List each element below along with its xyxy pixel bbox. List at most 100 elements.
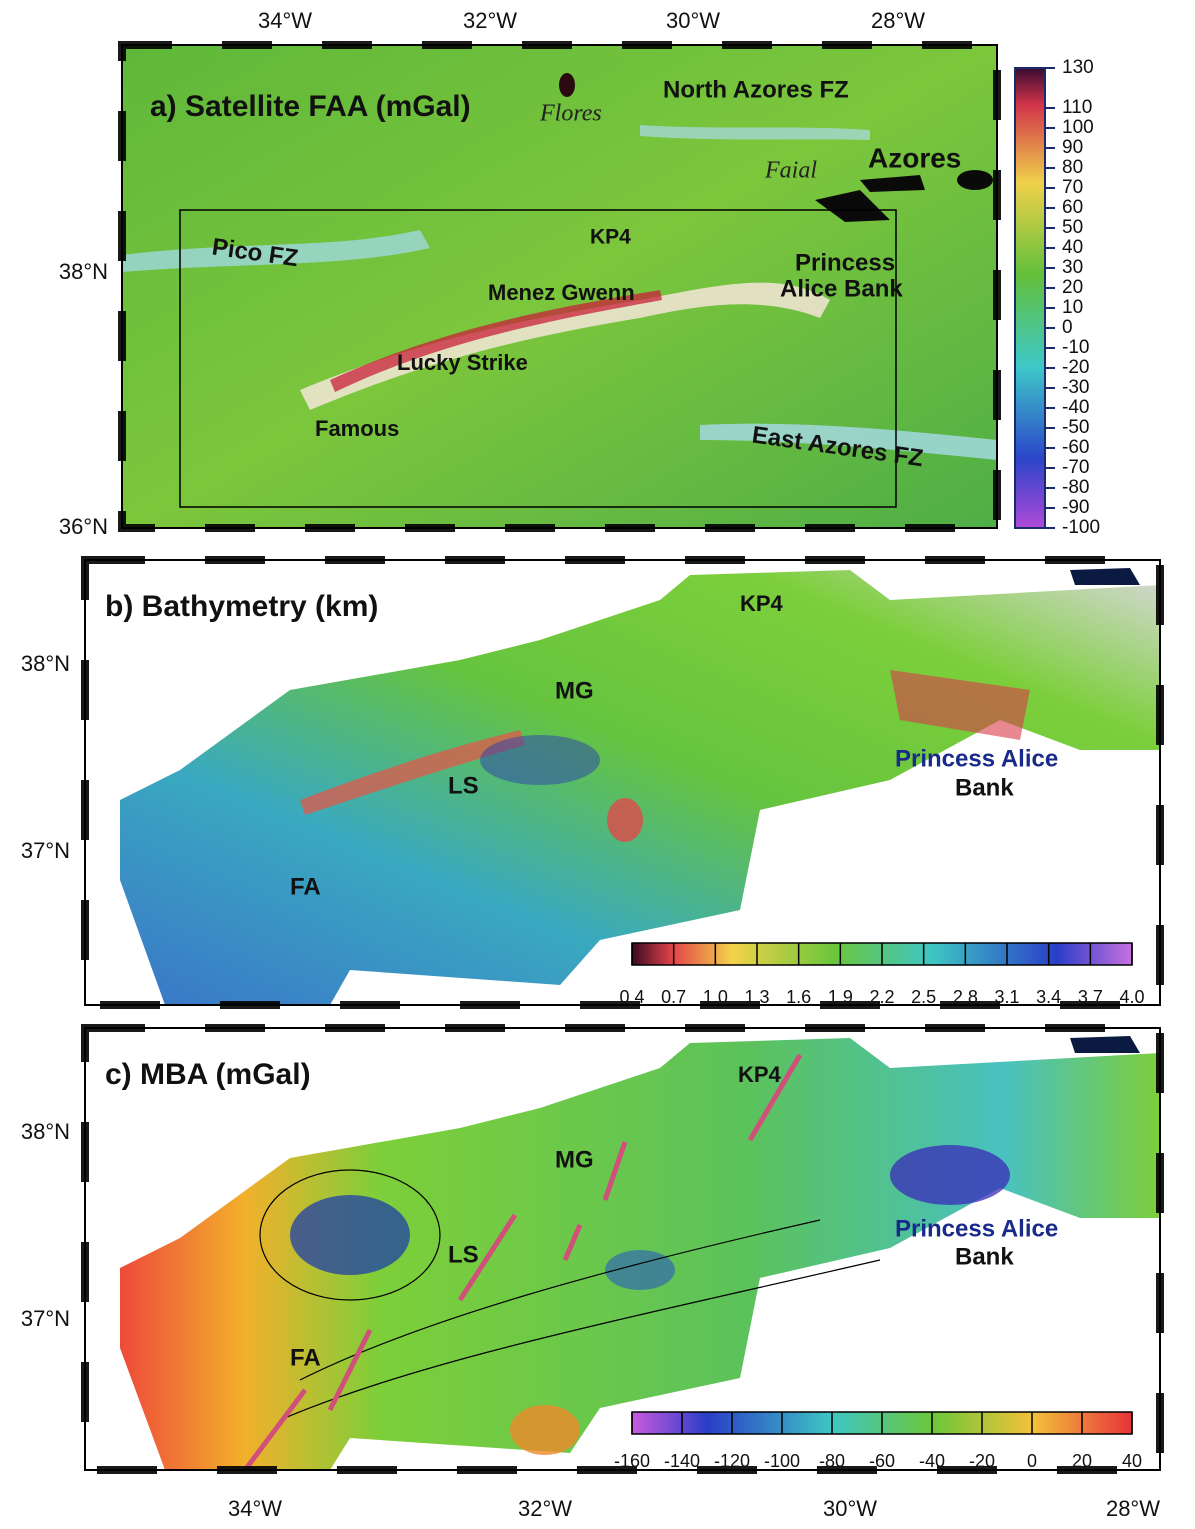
colorbar-label: 3.1 [994, 987, 1019, 1007]
colorbar-label: 2.2 [869, 987, 894, 1007]
place-label: FA [290, 873, 321, 900]
place-label: Alice Bank [780, 275, 903, 302]
colorbar-label: 80 [1062, 157, 1083, 178]
map-band [480, 735, 600, 785]
colorbar-label: -100 [1062, 517, 1100, 538]
panel-title: a) Satellite FAA (mGal) [150, 90, 471, 123]
colorbar-label: -80 [819, 1451, 845, 1471]
place-label: Famous [315, 416, 399, 441]
colorbar-label: -60 [1062, 437, 1089, 458]
place-label: North Azores FZ [663, 76, 849, 103]
colorbar-label: 0.4 [619, 987, 644, 1007]
map-band [890, 1145, 1010, 1205]
colorbar-label: -100 [764, 1451, 800, 1471]
colorbar-label: 1.9 [828, 987, 853, 1007]
axis-label: 32°W [518, 1496, 572, 1521]
place-label: KP4 [740, 591, 784, 616]
axis-label: 34°W [258, 8, 312, 33]
colorbar-label: 2.8 [953, 987, 978, 1007]
axis-label: 37°N [21, 1306, 70, 1331]
map-band [290, 1195, 410, 1275]
colorbar-label: 10 [1062, 297, 1083, 318]
island [559, 73, 575, 97]
axis-label: 34°W [228, 1496, 282, 1521]
place-label: KP4 [738, 1062, 782, 1087]
figure: a) Satellite FAA (mGal) Flores North Azo… [0, 0, 1195, 1529]
colorbar-label: 0 [1027, 1451, 1037, 1471]
colorbar-label: 90 [1062, 137, 1083, 158]
colorbar-label: -40 [919, 1451, 945, 1471]
map-band [510, 1405, 580, 1455]
panel-b: b) Bathymetry (km) KP4 MG Princess Alice… [85, 560, 1160, 1005]
colorbar-label: 0 [1062, 317, 1073, 338]
panel-title: c) MBA (mGal) [105, 1058, 311, 1091]
place-label: KP4 [590, 226, 631, 249]
colorbar-label: 20 [1062, 277, 1083, 298]
colorbar [1015, 68, 1045, 528]
colorbar-label: -140 [664, 1451, 700, 1471]
axis-label: 38°N [21, 651, 70, 676]
colorbar-label: 50 [1062, 217, 1083, 238]
place-label: MG [555, 1146, 594, 1173]
colorbar-label: 40 [1122, 1451, 1142, 1471]
colorbar-label: -120 [714, 1451, 750, 1471]
colorbar-label: -50 [1062, 417, 1089, 438]
place-label: Princess Alice [895, 745, 1058, 772]
panel-a: a) Satellite FAA (mGal) Flores North Azo… [122, 45, 1045, 528]
axis-label: 30°W [666, 8, 720, 33]
colorbar-label: 100 [1062, 117, 1094, 138]
colorbar-label: 20 [1072, 1451, 1092, 1471]
colorbar-label: -10 [1062, 337, 1089, 358]
place-label: Princess [795, 249, 895, 276]
axis-label: 38°N [21, 1119, 70, 1144]
place-label: Menez Gwenn [488, 280, 635, 305]
colorbar-label: -70 [1062, 457, 1089, 478]
place-label: Lucky Strike [397, 350, 528, 375]
island [1070, 568, 1140, 585]
axis-label: 28°W [871, 8, 925, 33]
colorbar-label: 110 [1062, 97, 1092, 118]
place-label: Bank [955, 774, 1014, 801]
colorbar-label: 3.4 [1036, 987, 1061, 1007]
axis-label: 32°W [463, 8, 517, 33]
colorbar-label: -90 [1062, 497, 1089, 518]
colorbar-label: 3.7 [1078, 987, 1103, 1007]
colorbar-label: 40 [1062, 237, 1083, 258]
axis-label: 38°N [59, 259, 108, 284]
colorbar-label: 0.7 [661, 987, 686, 1007]
colorbar-label: 70 [1062, 177, 1083, 198]
colorbar-label: 1.6 [786, 987, 811, 1007]
colorbar-label: 30 [1062, 257, 1083, 278]
axis-label: 36°N [59, 514, 108, 539]
place-label: Bank [955, 1243, 1014, 1270]
colorbar-label: 1.0 [703, 987, 728, 1007]
colorbar-label: -80 [1062, 477, 1089, 498]
colorbar-label: 60 [1062, 197, 1083, 218]
axis-label: 37°N [21, 838, 70, 863]
colorbar-label: -20 [969, 1451, 995, 1471]
island [957, 170, 993, 190]
colorbar-label: -40 [1062, 397, 1089, 418]
colorbar-label: 130 [1062, 57, 1094, 78]
panel-title: b) Bathymetry (km) [105, 590, 378, 623]
place-label: Flores [539, 101, 602, 127]
place-label: MG [555, 677, 594, 704]
colorbar-label: 1.3 [744, 987, 769, 1007]
place-label: Azores [868, 142, 961, 173]
colorbar-label: -30 [1062, 377, 1089, 398]
axis-label: 30°W [823, 1496, 877, 1521]
island [1070, 1036, 1140, 1053]
place-label: Faial [764, 158, 817, 184]
place-label: LS [448, 1241, 479, 1268]
place-label: Princess Alice [895, 1215, 1058, 1242]
colorbar-label: -20 [1062, 357, 1089, 378]
colorbar-label: 2.5 [911, 987, 936, 1007]
place-label: FA [290, 1344, 321, 1371]
place-label: LS [448, 772, 479, 799]
colorbar-label: -60 [869, 1451, 895, 1471]
map-band [607, 798, 643, 842]
axis-label: 28°W [1106, 1496, 1160, 1521]
panel-c: c) MBA (mGal) KP4 MG Princess Alice Bank… [85, 1028, 1160, 1470]
colorbar-label: 4.0 [1119, 987, 1144, 1007]
colorbar-label: -160 [614, 1451, 650, 1471]
